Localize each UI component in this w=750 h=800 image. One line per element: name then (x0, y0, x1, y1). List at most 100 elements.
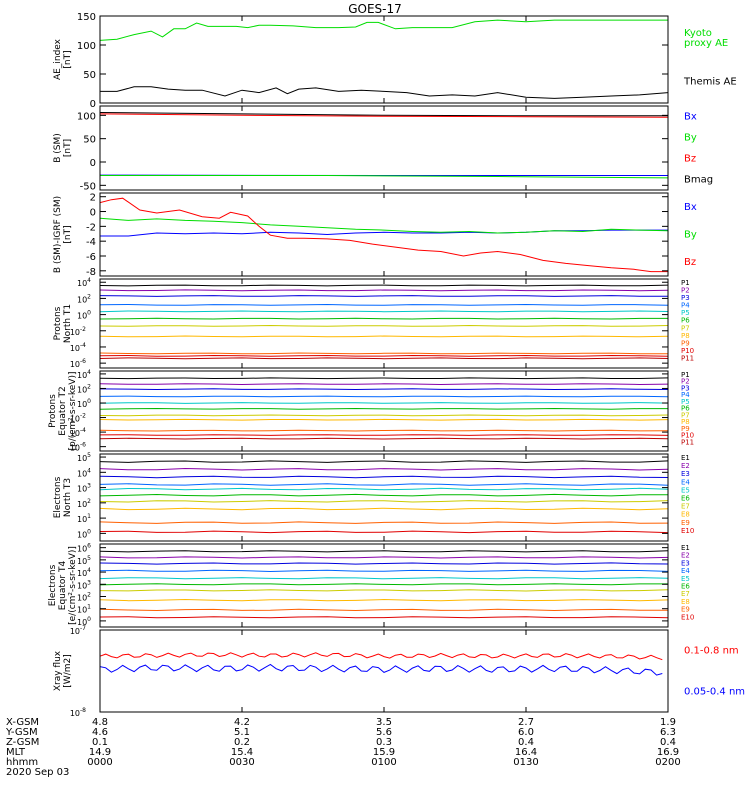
channel-line-e8 (99, 598, 669, 602)
y-tick-exponent: -2 (80, 326, 86, 333)
ephemeris-value: 6.3 (660, 727, 676, 738)
y-axis-label-line: Xray flux (53, 650, 63, 691)
y-axis-label: Electrons North T3 (53, 476, 73, 518)
y-tick-label: 2 (90, 193, 96, 204)
channel-label-p7: P7 (681, 324, 690, 332)
y-tick-exponent: 4 (87, 369, 91, 376)
series-bz (99, 113, 669, 118)
y-tick-label: 104 (77, 467, 91, 478)
y-tick-exponent: 5 (87, 452, 91, 459)
channel-label-e10: E10 (681, 613, 694, 621)
y-tick-exponent: -6 (80, 358, 86, 365)
y-tick-label: 10-6 (70, 442, 86, 453)
ephemeris-label: 2020 Sep 03 (6, 767, 69, 778)
ephemeris-label: Z-GSM (6, 737, 39, 748)
channel-line-p7 (99, 324, 669, 327)
channel-label-p7: P7 (681, 411, 690, 419)
ephemeris-value: 6.0 (518, 727, 534, 738)
y-axis-label: Xray flux [W/m2] (53, 650, 73, 691)
ephemeris-label: X-GSM (6, 717, 39, 728)
y-tick-label: 100 (77, 528, 91, 539)
channel-label-p8: P8 (681, 418, 690, 426)
y-axis-label: AE_index [nT] (53, 38, 73, 80)
y-tick-label: 150 (77, 12, 96, 23)
channel-line-p9 (99, 352, 668, 355)
y-tick-label: 104 (77, 369, 91, 380)
y-tick-exponent: 6 (87, 543, 91, 550)
y-tick-exponent: 4 (87, 467, 91, 474)
y-tick-label: 102 (77, 498, 91, 509)
y-tick-label: 100 (77, 41, 96, 52)
channel-label-e2: E2 (681, 462, 690, 470)
y-axis-label: Electrons Equator T4 [e/(cm²-s-sr-keV)] (48, 546, 78, 625)
y-tick-exponent: 0 (87, 310, 91, 317)
channel-label-p6: P6 (681, 317, 690, 325)
channel-label-e1: E1 (681, 544, 690, 552)
channel-line-p3 (99, 388, 669, 391)
panel-frame (99, 192, 669, 277)
channel-line-p4 (99, 395, 669, 398)
y-tick-exponent: 4 (87, 277, 91, 284)
channel-line-p10 (99, 354, 669, 357)
channel-label-p2: P2 (681, 287, 690, 295)
ephemeris-value: 0.2 (234, 737, 250, 748)
y-tick-label: 10-2 (70, 413, 86, 424)
ephemeris-value: 0000 (87, 757, 112, 768)
y-axis-label-line: [nT] (63, 50, 73, 68)
ephemeris-label: Y-GSM (5, 727, 38, 738)
channel-line-p1 (99, 284, 669, 287)
channel-line-p11 (99, 357, 669, 360)
channel-label-e1: E1 (681, 454, 690, 462)
ephemeris-value: 14.9 (89, 747, 111, 758)
series-bz (99, 197, 668, 273)
channel-label-e9: E9 (681, 519, 690, 527)
ephemeris-value: 5.6 (376, 727, 392, 738)
channel-line-p8 (99, 418, 669, 421)
series-bmag (99, 112, 668, 117)
y-tick-exponent: 2 (87, 591, 91, 598)
channel-line-p10 (99, 434, 669, 436)
panel-7: E1E2E3E4E5E6E7E8E9E101061051041031021011… (48, 543, 694, 628)
legend-entry: Themis AE (683, 76, 737, 87)
channel-line-e1 (99, 460, 669, 463)
y-axis-label-line: [p/(cm²-s-sr-keV)] (68, 372, 78, 451)
legend-entry: Bz (684, 154, 696, 165)
ephemeris-value: 16.9 (657, 747, 679, 758)
y-tick-exponent: 2 (87, 498, 91, 505)
legend-entry: 0.05-0.4 nm (684, 687, 745, 698)
y-axis-label-line: [nT] (63, 139, 73, 157)
channel-label-e9: E9 (681, 606, 690, 614)
y-axis-label: Protons Equator T2 [p/(cm²-s-sr-keV)] (48, 372, 78, 451)
y-tick-exponent: 2 (87, 293, 91, 300)
y-axis-label-line: [e/(cm²-s-sr-keV)] (68, 546, 78, 625)
channel-label-p3: P3 (681, 294, 690, 302)
channel-label-p9: P9 (681, 339, 690, 347)
ephemeris-value: 0030 (229, 757, 254, 768)
y-tick-label: -4 (86, 237, 96, 248)
channel-label-p11: P11 (681, 438, 694, 446)
y-tick-label: -6 (86, 252, 96, 263)
y-tick-exponent: 3 (87, 579, 91, 586)
channel-label-e4: E4 (681, 567, 690, 575)
y-tick-exponent: -4 (80, 427, 86, 434)
y-tick-label: 10-7 (70, 625, 86, 636)
legend-entry: Kyoto (684, 28, 712, 39)
ephemeris-value: 0130 (513, 757, 538, 768)
y-axis-label-line: Electrons (48, 564, 58, 606)
channel-line-e7 (99, 589, 669, 592)
channel-label-p4: P4 (681, 302, 690, 310)
channel-line-e3 (99, 475, 669, 479)
channel-label-e5: E5 (681, 575, 690, 583)
ephemeris-value: 15.9 (373, 747, 395, 758)
y-tick-exponent: 4 (87, 567, 91, 574)
channel-label-e6: E6 (681, 495, 690, 503)
series-0-1-0-8-nm (99, 652, 663, 661)
y-axis-label-line: [nT] (63, 225, 73, 243)
y-tick-exponent: 2 (87, 383, 91, 390)
channel-label-p4: P4 (681, 391, 690, 399)
channel-line-e1 (99, 550, 669, 553)
y-tick-label: 102 (77, 293, 91, 304)
legend-entry: Bmag (684, 175, 713, 186)
series-by (100, 175, 669, 179)
